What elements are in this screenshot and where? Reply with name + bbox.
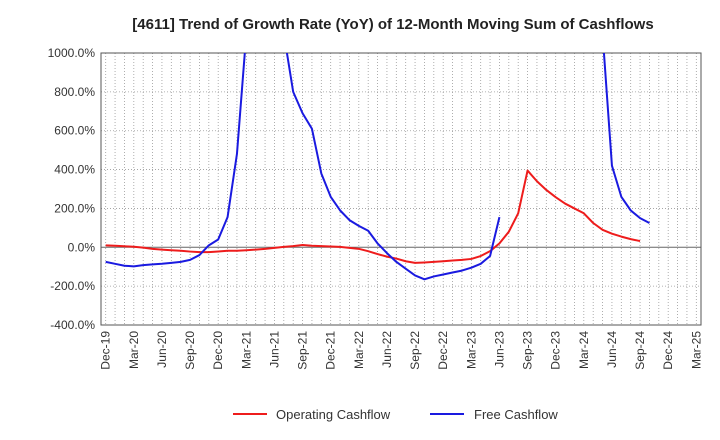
y-axis: 1000.0% 800.0% 600.0% 400.0% 200.0% 0.0% -200.…	[48, 46, 96, 332]
y-tick-label: 400.0%	[54, 163, 95, 177]
grid	[101, 52, 701, 326]
y-tick-label: -200.0%	[50, 279, 95, 293]
y-tick-label: -400.0%	[50, 318, 95, 332]
x-tick-label: Mar-23	[464, 331, 478, 369]
x-tick-label: Dec-22	[436, 331, 450, 370]
y-tick-label: 600.0%	[54, 124, 95, 138]
chart-title: [4611] Trend of Growth Rate (YoY) of 12-…	[132, 16, 653, 33]
x-tick-label: Mar-22	[352, 331, 366, 369]
x-tick-label: Dec-23	[549, 331, 563, 370]
x-tick-label: Mar-20	[127, 331, 141, 369]
x-tick-label: Sep-20	[183, 331, 197, 370]
x-tick-label: Jun-24	[605, 331, 619, 368]
x-tick-label: Sep-21	[296, 331, 310, 370]
x-tick-label: Dec-19	[99, 331, 113, 370]
x-tick-label: Jun-21	[267, 331, 281, 368]
series-line-free-cashflow	[105, 53, 650, 281]
plot-area	[100, 52, 702, 326]
x-tick-label: Sep-24	[633, 331, 647, 370]
y-tick-label: 200.0%	[54, 201, 95, 215]
x-tick-label: Sep-23	[521, 331, 535, 370]
x-tick-label: Dec-20	[211, 331, 225, 370]
legend-label: Operating Cashflow	[276, 407, 391, 422]
series-lines	[105, 53, 650, 281]
x-tick-label: Jun-20	[155, 331, 169, 368]
x-axis: Dec-19 Mar-20 Jun-20 Sep-20 Dec-20 Mar-21 Jun-…	[99, 331, 704, 370]
series-line-operating-cashflow	[105, 169, 641, 264]
legend: Operating Cashflow Free Cashflow	[233, 407, 558, 422]
y-tick-label: 1000.0%	[48, 46, 96, 60]
y-tick-label: 0.0%	[68, 240, 96, 254]
x-tick-label: Mar-25	[689, 331, 703, 369]
legend-label: Free Cashflow	[474, 407, 558, 422]
x-tick-label: Mar-21	[239, 331, 253, 369]
y-tick-label: 800.0%	[54, 85, 95, 99]
x-tick-label: Jun-23	[492, 331, 506, 368]
x-tick-label: Dec-24	[661, 331, 675, 370]
x-tick-label: Mar-24	[577, 331, 591, 369]
x-tick-label: Sep-22	[408, 331, 422, 370]
x-tick-label: Jun-22	[380, 331, 394, 368]
x-tick-label: Dec-21	[324, 331, 338, 370]
